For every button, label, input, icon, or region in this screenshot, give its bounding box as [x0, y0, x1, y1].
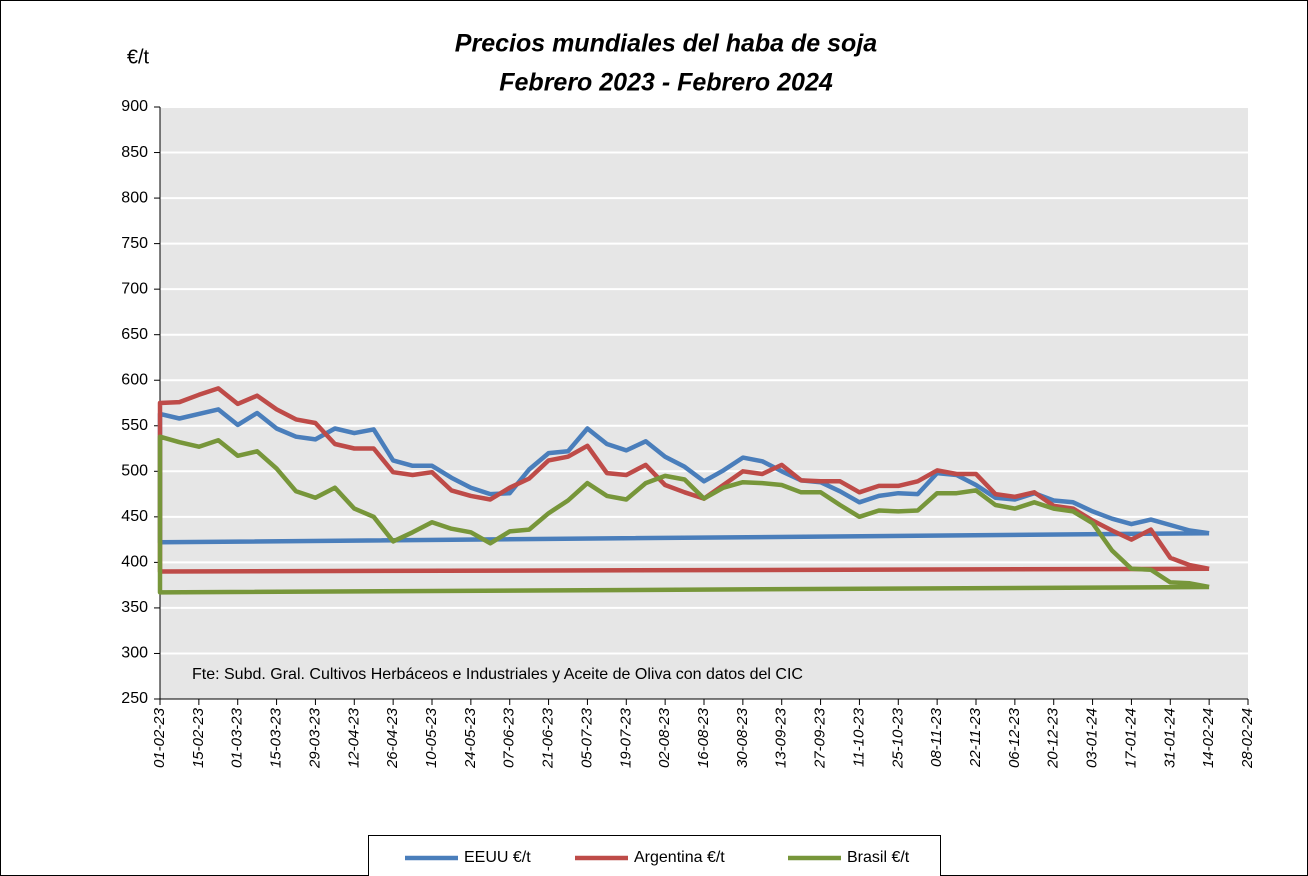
- y-tick-label: 750: [121, 235, 148, 252]
- x-tick-label: 30-08-23: [734, 707, 751, 768]
- y-tick-label: 250: [121, 690, 148, 707]
- x-tick-label: 15-02-23: [190, 707, 207, 768]
- y-tick-label: 500: [121, 463, 148, 480]
- x-tick-label: 08-11-23: [928, 707, 945, 767]
- x-tick-label: 15-03-23: [268, 707, 285, 768]
- x-tick-label: 26-04-23: [384, 707, 401, 769]
- chart-subtitle: Febrero 2023 - Febrero 2024: [499, 69, 833, 97]
- x-tick-label: 31-01-24: [1161, 708, 1178, 768]
- x-tick-label: 19-07-23: [617, 707, 634, 768]
- x-tick-label: 24-05-23: [462, 707, 479, 769]
- x-tick-label: 02-08-23: [656, 707, 673, 768]
- y-axis-label: €/t: [127, 46, 150, 68]
- x-tick-label: 01-03-23: [229, 707, 246, 768]
- y-tick-label: 800: [121, 189, 148, 206]
- x-tick-label: 28-02-24: [1239, 708, 1256, 769]
- x-tick-label: 20-12-23: [1045, 707, 1062, 769]
- x-tick-label: 14-02-24: [1200, 708, 1217, 768]
- x-tick-label: 22-11-23: [967, 707, 984, 768]
- x-tick-label: 03-01-24: [1084, 708, 1101, 768]
- x-tick-label: 05-07-23: [578, 707, 595, 768]
- y-tick-label: 700: [121, 280, 148, 297]
- x-tick-label: 10-05-23: [423, 707, 440, 768]
- x-tick-label: 21-06-23: [540, 707, 557, 769]
- legend-label: Argentina €/t: [634, 849, 725, 866]
- y-tick-label: 600: [121, 371, 148, 388]
- x-tick-label: 06-12-23: [1006, 707, 1023, 768]
- y-tick-label: 650: [121, 326, 148, 343]
- x-tick-label: 27-09-23: [812, 707, 829, 769]
- y-tick-label: 300: [121, 645, 148, 662]
- x-tick-label: 07-06-23: [501, 707, 518, 768]
- x-tick-label: 11-10-23: [850, 707, 867, 767]
- plot-area: [160, 107, 1248, 699]
- x-tick-label: 29-03-23: [306, 707, 323, 769]
- series-line: [157, 386, 1210, 574]
- y-tick-label: 400: [121, 554, 148, 571]
- x-tick-label: 17-01-24: [1122, 708, 1139, 768]
- y-tick-label: 450: [121, 508, 148, 525]
- legend-box: [368, 835, 941, 876]
- y-tick-label: 850: [121, 144, 148, 161]
- x-tick-label: 25-10-23: [889, 707, 906, 769]
- annotation: Fte: Subd. Gral. Cultivos Herbáceos e In…: [192, 666, 803, 683]
- x-tick-label: 13-09-23: [773, 707, 790, 768]
- y-tick-label: 350: [121, 599, 148, 616]
- x-tick-label: 01-02-23: [151, 707, 168, 768]
- legend-label: EEUU €/t: [464, 849, 531, 866]
- series-line: [157, 434, 1210, 595]
- y-tick-label: 900: [121, 98, 148, 115]
- x-tick-label: 12-04-23: [345, 707, 362, 768]
- y-tick-label: 550: [121, 417, 148, 434]
- x-tick-label: 16-08-23: [695, 707, 712, 768]
- chart-title: Precios mundiales del haba de soja: [455, 30, 877, 58]
- legend-label: Brasil €/t: [847, 849, 910, 866]
